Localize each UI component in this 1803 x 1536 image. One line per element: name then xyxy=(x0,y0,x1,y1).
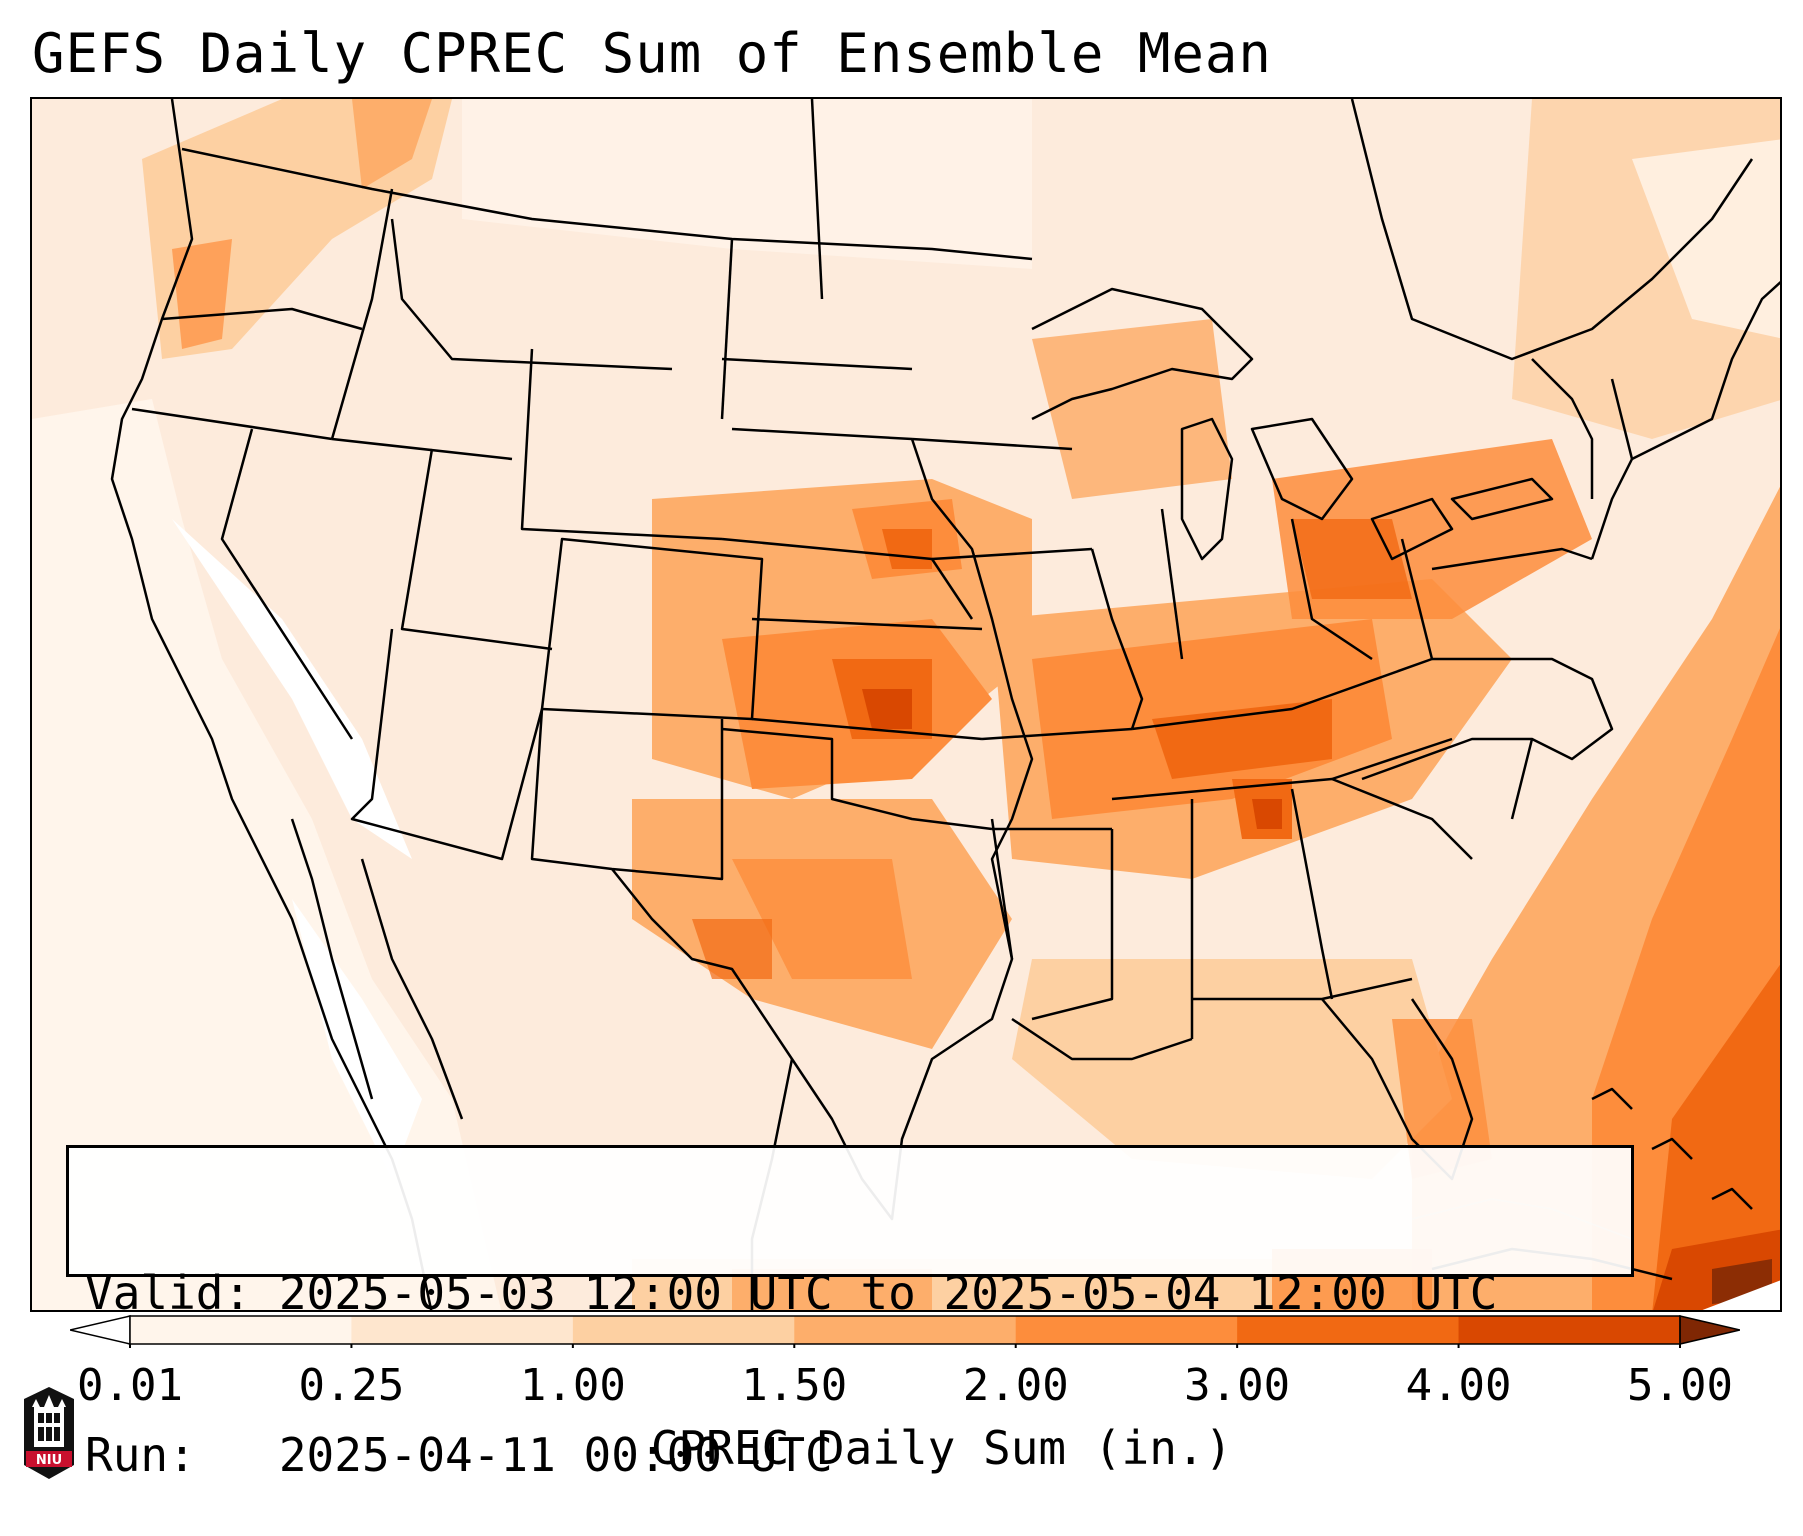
colorbar-tick-label: 0.25 xyxy=(298,1360,405,1411)
colorbar-tick-label: 1.00 xyxy=(519,1360,626,1411)
colorbar-segment xyxy=(572,1316,795,1344)
colorbar-tick-label: 1.50 xyxy=(741,1360,848,1411)
colorbar-over-arrow xyxy=(1679,1315,1740,1345)
colorbar-segment xyxy=(794,1316,1017,1344)
run-time-line: Run: 2025-04-11 00:00 UTC xyxy=(85,1428,833,1482)
colorbar-segment xyxy=(351,1316,574,1344)
valid-run-info-box: Valid: 2025-05-03 12:00 UTC to 2025-05-0… xyxy=(66,1145,1634,1482)
colorbar-segment xyxy=(1458,1316,1681,1344)
colorbar-under-arrow xyxy=(70,1315,131,1345)
niu-logo-text: NIU xyxy=(36,1453,62,1468)
colorbar-tick-label: 0.01 xyxy=(77,1360,183,1411)
colorbar-tick-label: 2.00 xyxy=(962,1360,1069,1411)
colorbar-segment xyxy=(130,1316,352,1344)
valid-time-line: Valid: 2025-05-03 12:00 UTC to 2025-05-0… xyxy=(85,1266,1498,1320)
precipitation-map xyxy=(30,97,1782,1312)
colorbar-tick-label: 4.00 xyxy=(1405,1360,1512,1411)
colorbar-label: CPREC Daily Sum (in.) xyxy=(650,1421,1233,1475)
colorbar-segment xyxy=(1015,1316,1238,1344)
colorbar-tick-label: 5.00 xyxy=(1627,1360,1733,1411)
colorbar-segment xyxy=(1237,1316,1460,1344)
colorbar-tick-label: 3.00 xyxy=(1184,1360,1291,1411)
colorbar-outline xyxy=(129,1315,1681,1345)
niu-logo: NIU xyxy=(24,1387,74,1479)
colorbar xyxy=(70,1315,1740,1348)
map-title: GEFS Daily CPREC Sum of Ensemble Mean xyxy=(32,22,1272,85)
